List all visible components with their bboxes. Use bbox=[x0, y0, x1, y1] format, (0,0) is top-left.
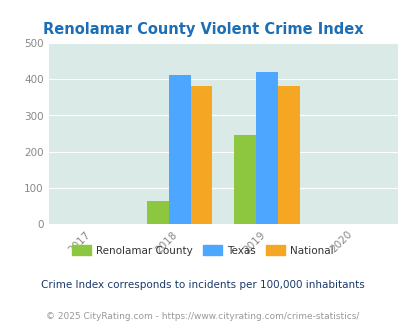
Bar bbox=[234, 135, 256, 224]
Bar bbox=[277, 86, 299, 224]
Text: © 2025 CityRating.com - https://www.cityrating.com/crime-statistics/: © 2025 CityRating.com - https://www.city… bbox=[46, 312, 359, 321]
Legend: Renolamar County, Texas, National: Renolamar County, Texas, National bbox=[68, 241, 337, 260]
Bar bbox=[190, 86, 212, 224]
Bar bbox=[147, 201, 168, 224]
Text: Crime Index corresponds to incidents per 100,000 inhabitants: Crime Index corresponds to incidents per… bbox=[41, 280, 364, 290]
Text: Renolamar County Violent Crime Index: Renolamar County Violent Crime Index bbox=[43, 22, 362, 37]
Bar bbox=[168, 75, 190, 224]
Bar bbox=[256, 72, 277, 224]
